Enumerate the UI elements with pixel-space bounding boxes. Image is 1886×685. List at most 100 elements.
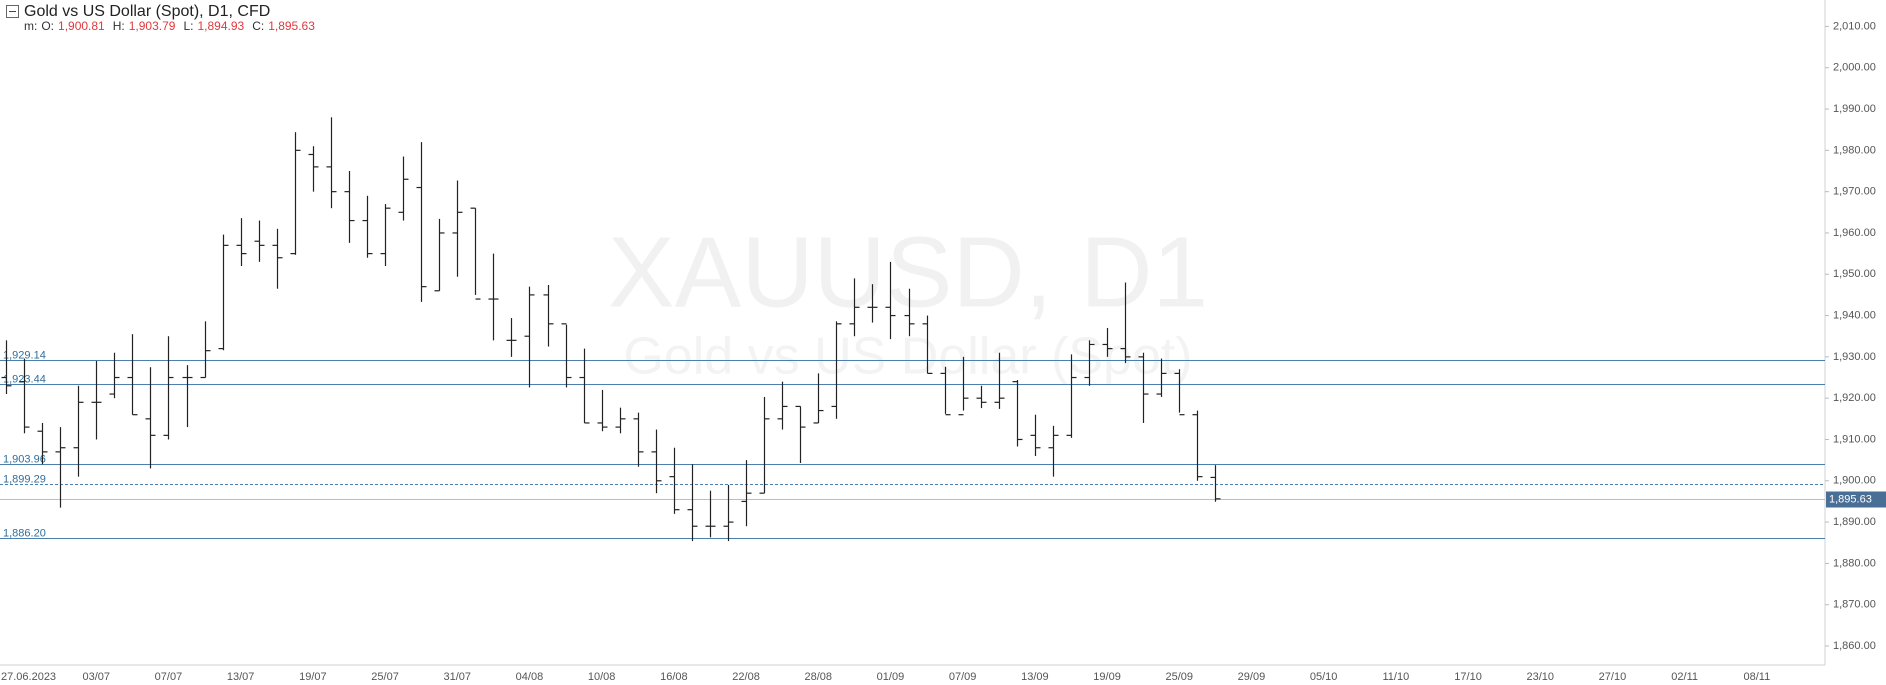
x-tick-label: 05/10 bbox=[1310, 671, 1338, 683]
ohlc-bar bbox=[380, 204, 391, 266]
ohlc-bar bbox=[416, 142, 427, 302]
x-tick-label: 11/10 bbox=[1382, 671, 1409, 683]
x-tick-label: 19/09 bbox=[1093, 671, 1121, 683]
y-tick-label: 1,970.00 bbox=[1833, 186, 1876, 198]
ohlc-bar bbox=[488, 253, 499, 341]
y-tick-label: 1,910.00 bbox=[1833, 433, 1876, 445]
ohlc-bar bbox=[687, 464, 698, 542]
ohlc-bar bbox=[651, 429, 662, 494]
ohlc-bar bbox=[1012, 380, 1023, 447]
x-tick-label: 27.06.2023 bbox=[1, 671, 56, 683]
ohlc-bar bbox=[705, 490, 716, 538]
x-tick-label: 16/08 bbox=[660, 671, 688, 683]
ohlc-bar bbox=[308, 146, 319, 192]
y-tick-label: 1,900.00 bbox=[1833, 475, 1876, 487]
last-price-box bbox=[1826, 491, 1886, 508]
ohlc-bar bbox=[254, 220, 265, 262]
x-tick-label: 13/09 bbox=[1021, 671, 1049, 683]
watermark-symbol: XAUUSD, D1 bbox=[608, 216, 1208, 328]
y-tick-label: 1,880.00 bbox=[1833, 557, 1876, 569]
collapse-button[interactable] bbox=[6, 5, 19, 18]
watermark: XAUUSD, D1 Gold vs US Dollar (Spot) bbox=[608, 216, 1208, 385]
y-tick-label: 1,940.00 bbox=[1833, 309, 1876, 321]
x-tick-label: 25/09 bbox=[1165, 671, 1193, 683]
ohlc-bar bbox=[73, 385, 84, 477]
ohlc-bar bbox=[543, 285, 554, 347]
ohlc-bar bbox=[994, 352, 1005, 409]
watermark-description: Gold vs US Dollar (Spot) bbox=[623, 328, 1192, 386]
ohlc-bar bbox=[290, 132, 301, 255]
header-prefix: m: bbox=[24, 19, 37, 33]
ohlc-bar bbox=[723, 484, 734, 542]
ohlc-bar bbox=[1174, 369, 1185, 416]
y-tick-label: 2,010.00 bbox=[1833, 20, 1876, 32]
x-tick-label: 27/10 bbox=[1599, 671, 1627, 683]
ohlc-bar bbox=[272, 228, 283, 289]
ohlc-bar bbox=[615, 407, 626, 434]
header-title: Gold vs US Dollar (Spot), D1, CFD bbox=[24, 3, 270, 20]
header-field-name: O: bbox=[41, 19, 54, 33]
ohlc-bar bbox=[145, 367, 156, 469]
header-field-value: 1,895.63 bbox=[268, 19, 315, 33]
x-tick-label: 07/09 bbox=[949, 671, 977, 683]
ohlc-bar bbox=[37, 422, 48, 465]
header-field-name: C: bbox=[252, 19, 264, 33]
ohlc-bar bbox=[904, 288, 915, 337]
last-price-label: 1,895.63 bbox=[1829, 493, 1872, 505]
ohlc-bar bbox=[885, 261, 896, 340]
ohlc-bar bbox=[1120, 282, 1131, 364]
x-tick-label: 10/08 bbox=[588, 671, 616, 683]
x-tick-label: 25/07 bbox=[371, 671, 399, 683]
x-tick-label: 23/10 bbox=[1526, 671, 1554, 683]
ohlc-bar bbox=[344, 171, 355, 243]
y-tick-label: 1,870.00 bbox=[1833, 599, 1876, 611]
ohlc-bar bbox=[1066, 354, 1077, 438]
ohlc-bar bbox=[1102, 327, 1113, 357]
header-field-name: L: bbox=[183, 19, 193, 33]
y-tick-label: 1,890.00 bbox=[1833, 516, 1876, 528]
ohlc-bar bbox=[91, 361, 102, 440]
ohlc-bar bbox=[1030, 414, 1041, 456]
ohlc-bar bbox=[200, 321, 211, 379]
x-tick-label: 08/11 bbox=[1743, 671, 1770, 683]
x-tick-label: 17/10 bbox=[1454, 671, 1482, 683]
ohlc-bar bbox=[470, 207, 481, 300]
ohlc-bar bbox=[579, 348, 590, 424]
x-tick-label: 04/08 bbox=[516, 671, 544, 683]
ohlc-bar bbox=[55, 427, 66, 508]
ohlc-bar bbox=[1192, 410, 1203, 481]
ohlc-bar bbox=[163, 336, 174, 440]
ohlc-bar bbox=[218, 234, 229, 351]
x-tick-label: 13/07 bbox=[227, 671, 255, 683]
ohlc-bar bbox=[127, 334, 138, 416]
level-label: 1,886.20 bbox=[3, 527, 46, 539]
ohlc-bar bbox=[795, 405, 806, 464]
ohlc-bar bbox=[326, 117, 337, 209]
y-tick-label: 1,920.00 bbox=[1833, 392, 1876, 404]
y-tick-label: 1,960.00 bbox=[1833, 227, 1876, 239]
ohlc-bar bbox=[19, 358, 30, 434]
ohlc-bar bbox=[831, 321, 842, 419]
ohlc-bar bbox=[940, 366, 951, 416]
x-tick-label: 07/07 bbox=[155, 671, 183, 683]
x-tick-label: 01/09 bbox=[877, 671, 905, 683]
ohlc-bar bbox=[398, 156, 409, 221]
x-tick-label: 03/07 bbox=[82, 671, 110, 683]
y-tick-label: 2,000.00 bbox=[1833, 62, 1876, 74]
ohlc-bar bbox=[434, 218, 445, 292]
ohlc-bar bbox=[524, 286, 535, 388]
ohlc-bar bbox=[1048, 425, 1059, 477]
header-field-value: 1,903.79 bbox=[129, 19, 176, 33]
ohlc-bar bbox=[867, 284, 878, 323]
x-tick-label: 19/07 bbox=[299, 671, 327, 683]
ohlc-bar bbox=[849, 278, 860, 337]
ohlc-bar bbox=[1210, 465, 1221, 502]
level-label: 1,899.29 bbox=[3, 473, 46, 485]
y-tick-label: 1,930.00 bbox=[1833, 351, 1876, 363]
ohlc-bar bbox=[1156, 358, 1167, 397]
header-field-name: H: bbox=[113, 19, 125, 33]
ohlc-bar bbox=[633, 412, 644, 467]
x-tick-label: 22/08 bbox=[732, 671, 760, 683]
ohlc-bar bbox=[506, 318, 517, 357]
